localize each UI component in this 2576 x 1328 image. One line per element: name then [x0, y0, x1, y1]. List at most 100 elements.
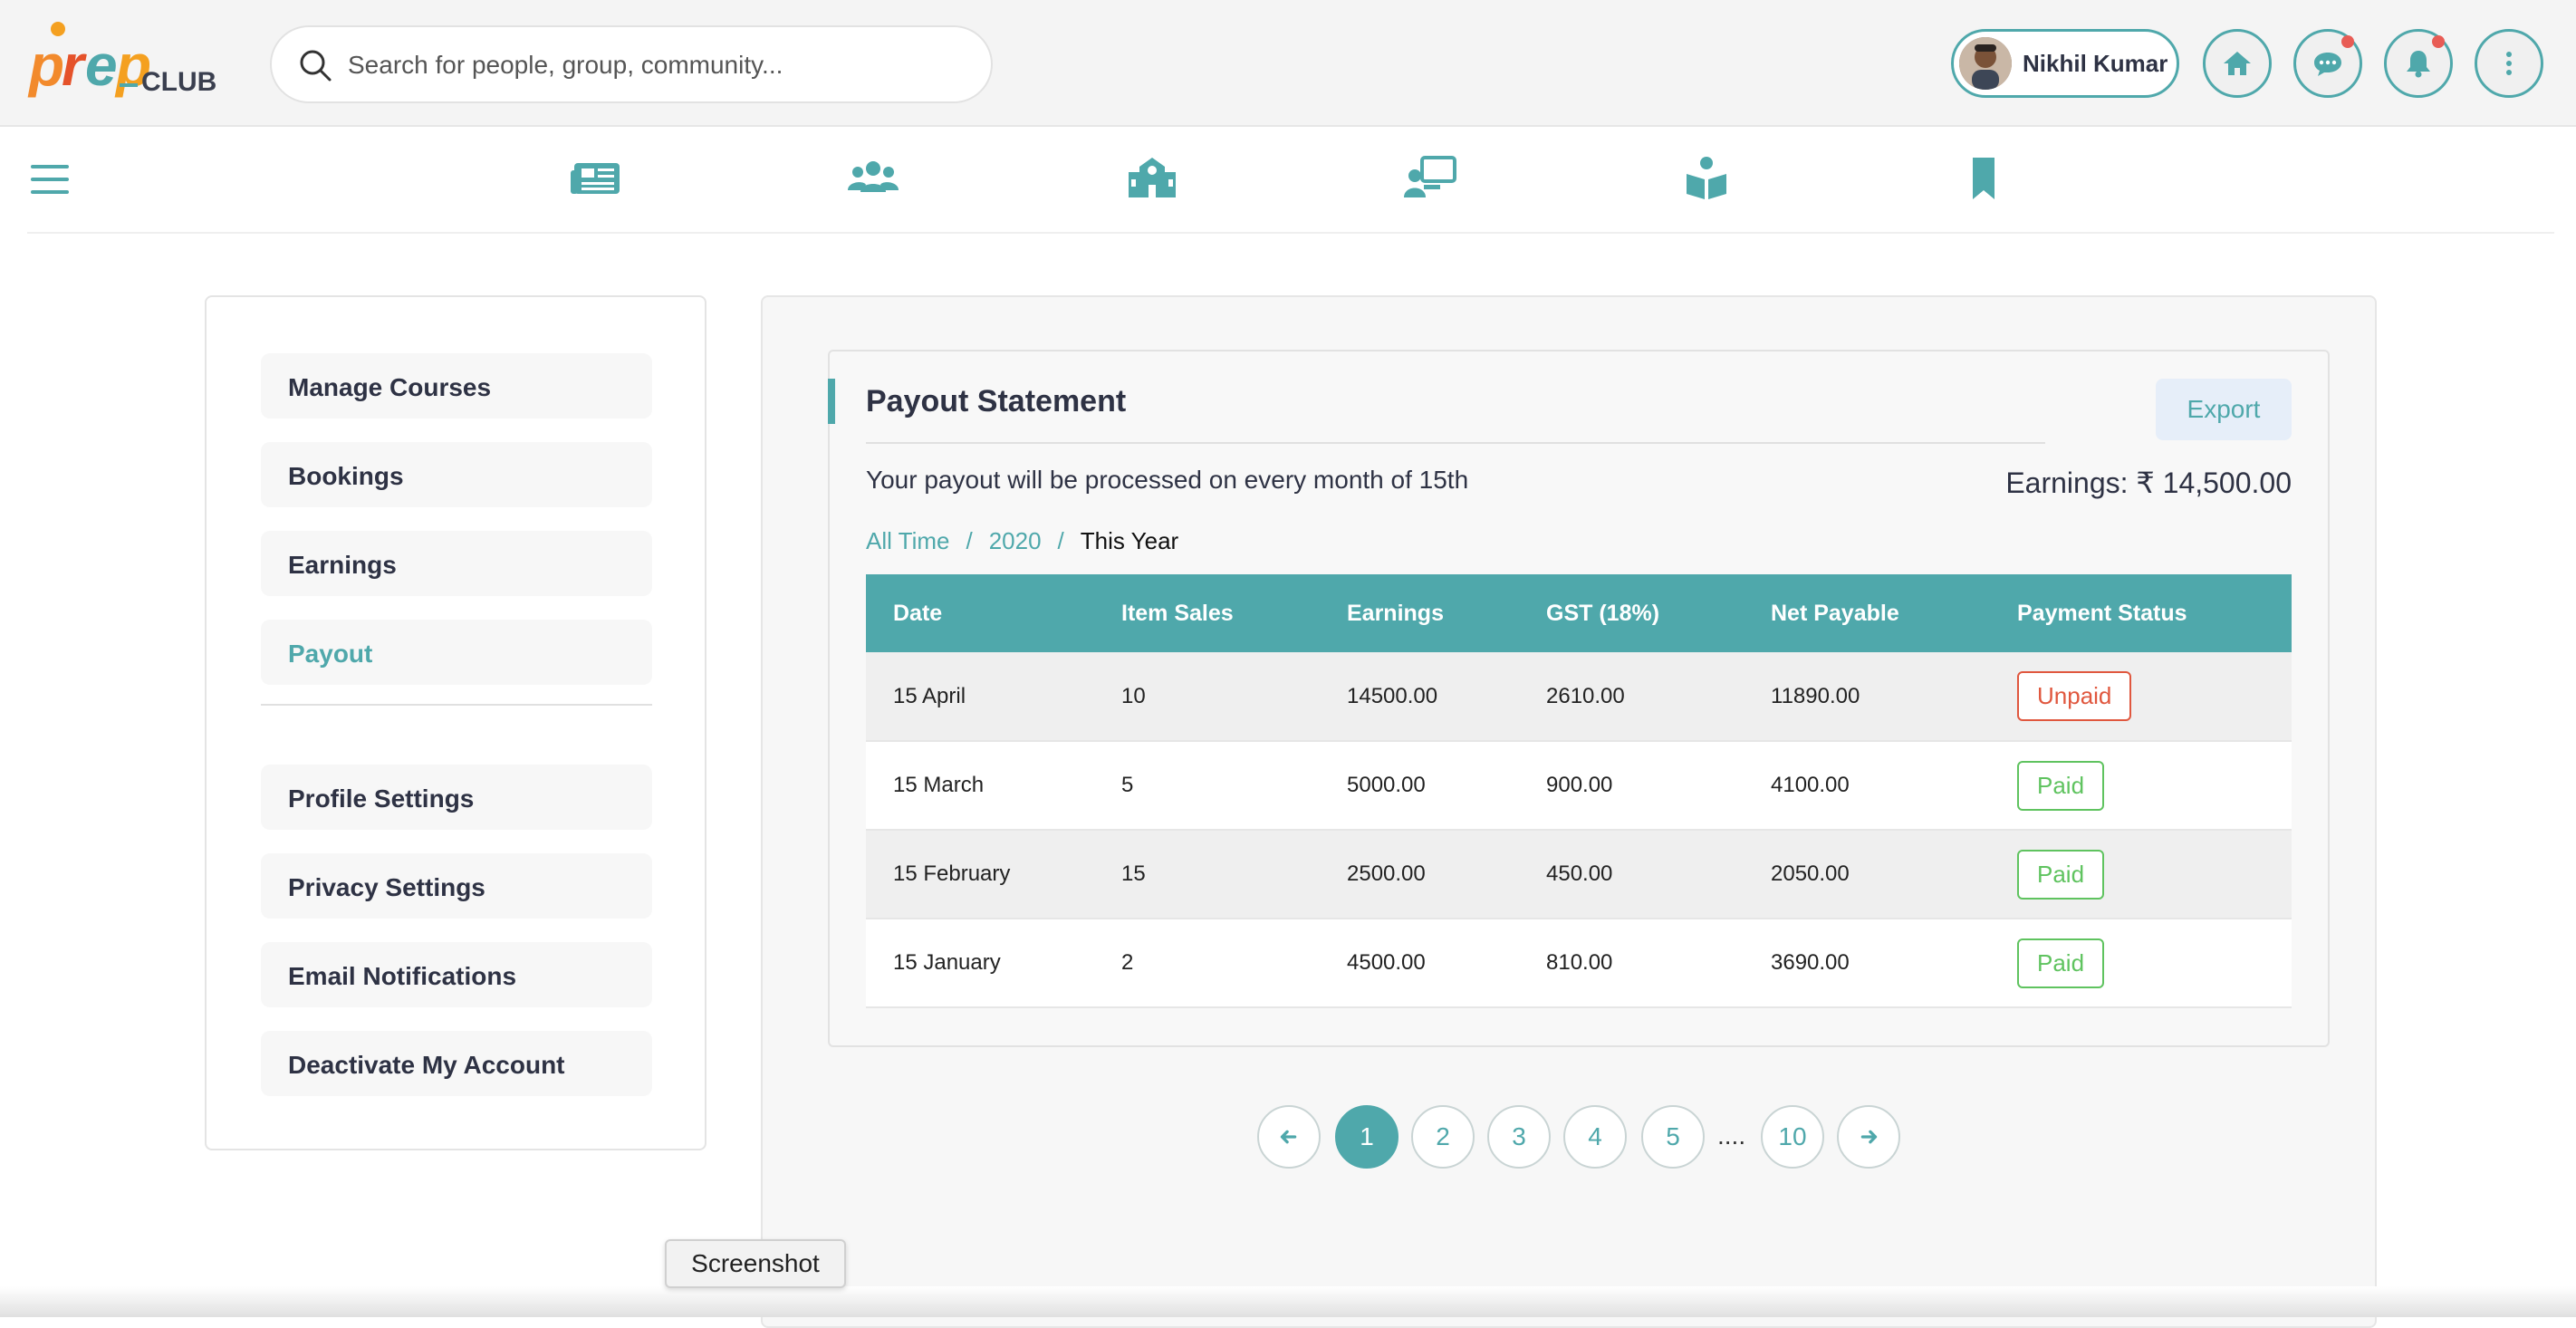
header-item-sales[interactable]: Item Sales [1094, 574, 1320, 652]
cell-net-payable: 4100.00 [1744, 741, 1990, 831]
prepclub-logo[interactable]: p r e p CLUB [27, 20, 217, 101]
cell-net-payable: 11890.00 [1744, 652, 1990, 742]
page-title: Payout Statement [866, 384, 1127, 419]
breadcrumb-separator: / [966, 527, 973, 554]
cell-earnings: 2500.00 [1320, 830, 1519, 919]
header-payment-status[interactable]: Payment Status [1990, 574, 2292, 652]
table-row: 15 March 5 5000.00 900.00 4100.00 Paid [866, 741, 2292, 831]
user-profile-pill[interactable]: Nikhil Kumar [1951, 29, 2179, 98]
cell-date: 15 February [866, 830, 1094, 919]
breadcrumb: All Time / 2020 / This Year [866, 527, 1178, 555]
school-icon[interactable] [1125, 154, 1179, 203]
bottom-shadow [0, 1286, 2576, 1317]
settings-sidebar: Manage Courses Bookings Earnings Payout … [205, 295, 706, 1150]
cell-date: 15 March [866, 741, 1094, 831]
cell-status: Paid [1990, 741, 2292, 831]
search-input[interactable] [348, 43, 964, 87]
bookmark-icon[interactable] [1956, 154, 2011, 203]
cell-gst: 450.00 [1519, 830, 1744, 919]
cell-item-sales: 15 [1094, 830, 1320, 919]
status-badge: Paid [2017, 938, 2105, 988]
cell-earnings: 5000.00 [1320, 741, 1519, 831]
user-name: Nikhil Kumar [2023, 50, 2168, 77]
cell-status: Paid [1990, 919, 2292, 1008]
cell-date: 15 April [866, 652, 1094, 742]
cell-item-sales: 10 [1094, 652, 1320, 742]
sidebar-item-email-notifications[interactable]: Email Notifications [261, 942, 652, 1007]
newspaper-icon[interactable] [569, 154, 623, 203]
bell-notification-dot [2432, 35, 2445, 48]
sidebar-item-privacy-settings[interactable]: Privacy Settings [261, 853, 652, 919]
sidebar-item-manage-courses[interactable]: Manage Courses [261, 353, 652, 419]
sidebar-item-bookings[interactable]: Bookings [261, 442, 652, 507]
search-bar[interactable] [270, 25, 993, 103]
table-header-row: Date Item Sales Earnings GST (18%) Net P… [866, 574, 2292, 652]
cell-net-payable: 3690.00 [1744, 919, 1990, 1008]
status-badge: Paid [2017, 760, 2105, 811]
breadcrumb-2020[interactable]: 2020 [988, 527, 1042, 554]
table-row: 15 April 10 14500.00 2610.00 11890.00 Un… [866, 652, 2292, 742]
payout-schedule-note: Your payout will be processed on every m… [866, 466, 1469, 494]
table-row: 15 February 15 2500.00 450.00 2050.00 Pa… [866, 830, 2292, 919]
more-options-button[interactable] [2475, 29, 2543, 98]
search-icon [300, 50, 332, 82]
cell-item-sales: 2 [1094, 919, 1320, 1008]
sidebar-item-profile-settings[interactable]: Profile Settings [261, 765, 652, 830]
page-10-button[interactable]: 10 [1761, 1105, 1824, 1169]
status-badge: Paid [2017, 849, 2105, 900]
avatar [1959, 37, 2012, 90]
notifications-button[interactable] [2384, 29, 2453, 98]
payout-table: Date Item Sales Earnings GST (18%) Net P… [866, 574, 2292, 1008]
header-date[interactable]: Date [866, 574, 1094, 652]
cell-date: 15 January [866, 919, 1094, 1008]
home-icon [2224, 52, 2251, 75]
page-5-button[interactable]: 5 [1641, 1105, 1705, 1169]
svg-text:p: p [27, 33, 64, 98]
arrow-right-icon [1860, 1130, 1878, 1144]
title-accent-bar [828, 379, 835, 424]
page-4-button[interactable]: 4 [1563, 1105, 1627, 1169]
table-row: 15 January 2 4500.00 810.00 3690.00 Paid [866, 919, 2292, 1008]
page-1-button[interactable]: 1 [1335, 1105, 1399, 1169]
next-page-button[interactable] [1837, 1105, 1900, 1169]
cell-item-sales: 5 [1094, 741, 1320, 831]
cell-status: Unpaid [1990, 652, 2292, 742]
sidebar-item-deactivate-account[interactable]: Deactivate My Account [261, 1031, 652, 1096]
arrow-left-icon [1280, 1130, 1297, 1144]
pagination-ellipsis: .... [1717, 1121, 1746, 1150]
prev-page-button[interactable] [1257, 1105, 1321, 1169]
people-group-icon[interactable] [846, 154, 900, 203]
export-button[interactable]: Export [2156, 379, 2292, 440]
header-net-payable[interactable]: Net Payable [1744, 574, 1990, 652]
breadcrumb-this-year: This Year [1080, 527, 1179, 554]
sidebar-item-payout[interactable]: Payout [261, 620, 652, 685]
book-reader-icon[interactable] [1679, 154, 1734, 203]
home-button[interactable] [2203, 29, 2272, 98]
message-notification-dot [2341, 35, 2354, 48]
nav-divider [27, 232, 2554, 234]
screenshot-tooltip: Screenshot [665, 1239, 846, 1288]
svg-text:CLUB: CLUB [141, 67, 216, 97]
cell-earnings: 14500.00 [1320, 652, 1519, 742]
cell-status: Paid [1990, 830, 2292, 919]
cell-gst: 2610.00 [1519, 652, 1744, 742]
main-nav-bar [0, 127, 2576, 232]
teacher-board-icon[interactable] [1402, 154, 1456, 203]
breadcrumb-all-time[interactable]: All Time [866, 527, 950, 554]
kebab-menu-icon [2506, 52, 2512, 75]
sidebar-item-earnings[interactable]: Earnings [261, 531, 652, 596]
cell-net-payable: 2050.00 [1744, 830, 1990, 919]
svg-text:r: r [62, 33, 87, 98]
cell-earnings: 4500.00 [1320, 919, 1519, 1008]
cell-gst: 810.00 [1519, 919, 1744, 1008]
page-2-button[interactable]: 2 [1411, 1105, 1475, 1169]
hamburger-menu-icon[interactable] [29, 161, 71, 197]
page-3-button[interactable]: 3 [1487, 1105, 1551, 1169]
messages-button[interactable] [2293, 29, 2362, 98]
sidebar-divider [261, 704, 652, 706]
bell-icon [2407, 51, 2430, 78]
header-earnings[interactable]: Earnings [1320, 574, 1519, 652]
breadcrumb-separator: / [1057, 527, 1064, 554]
header-gst[interactable]: GST (18%) [1519, 574, 1744, 652]
cell-gst: 900.00 [1519, 741, 1744, 831]
